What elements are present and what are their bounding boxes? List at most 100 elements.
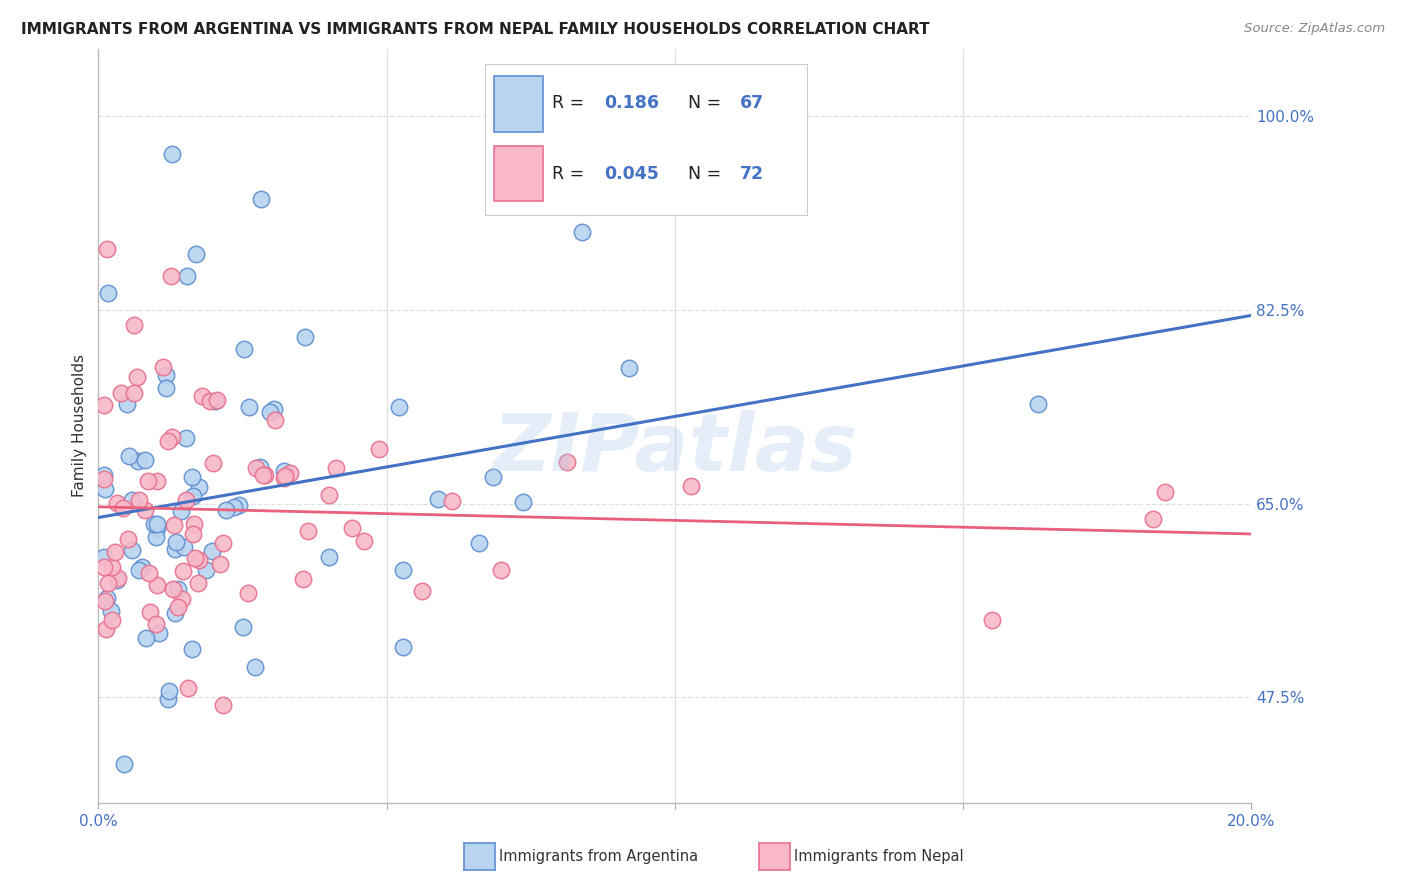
Point	[128, 563, 150, 577]
Point	[160, 430, 183, 444]
Text: Source: ZipAtlas.com: Source: ZipAtlas.com	[1244, 22, 1385, 36]
Point	[138, 566, 160, 581]
Point	[209, 557, 232, 571]
Point	[201, 544, 224, 558]
Point	[155, 381, 177, 395]
Point	[243, 660, 266, 674]
Point	[426, 491, 449, 506]
Point	[249, 460, 271, 475]
Point	[94, 622, 117, 636]
Point	[491, 563, 513, 577]
Point	[681, 479, 703, 493]
Text: ZIPatlas: ZIPatlas	[492, 409, 858, 488]
Point	[264, 413, 287, 427]
Point	[367, 442, 389, 456]
Point	[131, 560, 153, 574]
Text: IMMIGRANTS FROM ARGENTINA VS IMMIGRANTS FROM NEPAL FAMILY HOUSEHOLDS CORRELATION: IMMIGRANTS FROM ARGENTINA VS IMMIGRANTS …	[21, 22, 929, 37]
Y-axis label: Family Households: Family Households	[72, 354, 87, 498]
Point	[112, 757, 135, 772]
Point	[1153, 485, 1175, 500]
Point	[181, 641, 204, 656]
Point	[96, 242, 118, 256]
Point	[148, 625, 170, 640]
Point	[134, 502, 156, 516]
Point	[152, 359, 174, 374]
Point	[232, 620, 254, 634]
Point	[294, 330, 316, 344]
Point	[155, 368, 177, 382]
Point	[392, 563, 415, 577]
Point	[118, 450, 141, 464]
Point	[157, 434, 180, 448]
Point	[163, 607, 186, 621]
Point	[280, 466, 302, 480]
Point	[124, 318, 146, 333]
Point	[167, 600, 190, 615]
Point	[318, 549, 340, 564]
Point	[411, 583, 433, 598]
Point	[104, 545, 127, 559]
Point	[110, 385, 132, 400]
Point	[173, 541, 195, 555]
Point	[188, 480, 211, 494]
Point	[617, 361, 640, 376]
Point	[142, 516, 165, 531]
Point	[1142, 512, 1164, 526]
Point	[188, 553, 211, 567]
Point	[183, 516, 205, 531]
Point	[145, 530, 167, 544]
Point	[195, 563, 218, 577]
Point	[146, 516, 169, 531]
Point	[176, 431, 198, 445]
Point	[273, 464, 295, 478]
Point	[93, 467, 115, 482]
Point	[325, 460, 347, 475]
Point	[105, 573, 128, 587]
Point	[101, 560, 124, 574]
Point	[105, 496, 128, 510]
Text: Immigrants from Argentina: Immigrants from Argentina	[499, 849, 699, 863]
Point	[245, 461, 267, 475]
Point	[291, 572, 314, 586]
Point	[93, 398, 115, 412]
Point	[96, 591, 118, 605]
Point	[252, 468, 274, 483]
Point	[236, 585, 259, 599]
Point	[467, 535, 489, 549]
Point	[297, 524, 319, 538]
Point	[181, 489, 204, 503]
Point	[165, 535, 187, 549]
Point	[176, 493, 198, 508]
Point	[440, 494, 463, 508]
Point	[125, 369, 148, 384]
Point	[162, 582, 184, 596]
Point	[136, 475, 159, 489]
Point	[167, 582, 190, 596]
Point	[93, 549, 115, 564]
Point	[340, 521, 363, 535]
Point	[353, 533, 375, 548]
Point	[388, 400, 411, 414]
Point	[117, 533, 139, 547]
Point	[187, 576, 209, 591]
Point	[97, 575, 120, 590]
Point	[981, 613, 1004, 627]
Point	[107, 571, 129, 585]
Point	[122, 385, 145, 400]
Point	[238, 400, 260, 414]
Point	[259, 405, 281, 419]
Point	[94, 483, 117, 497]
Point	[204, 393, 226, 408]
Point	[202, 457, 225, 471]
Point	[224, 500, 246, 515]
Point	[117, 397, 139, 411]
Point	[212, 536, 235, 550]
Point	[94, 593, 117, 607]
Point	[146, 474, 169, 488]
Point	[127, 454, 149, 468]
Point	[177, 681, 200, 695]
Point	[160, 147, 183, 161]
Point	[391, 640, 413, 655]
Point	[163, 542, 186, 557]
Point	[512, 495, 534, 509]
